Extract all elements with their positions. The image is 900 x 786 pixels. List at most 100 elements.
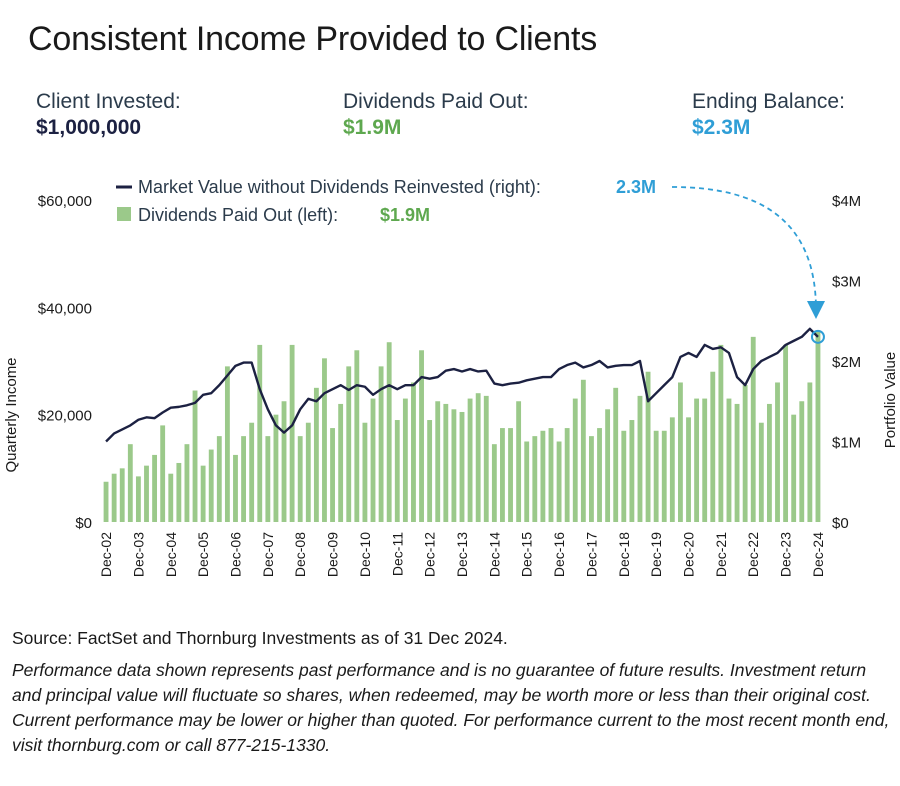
dividend-bar [451,409,457,522]
dividend-bar [378,366,384,522]
dividend-bar [556,441,562,522]
dividend-bar [629,420,635,522]
x-tick-label: Dec-14 [486,532,502,577]
left-tick-label: $20,000 [38,408,92,425]
dividend-bar [799,401,805,522]
right-tick-label: $1M [832,435,861,452]
dividend-bar [589,436,594,522]
x-tick-label: Dec-09 [325,532,341,577]
dividend-bar [144,465,149,522]
dividend-bar [710,371,716,522]
x-tick-label: Dec-05 [195,532,211,577]
legend: Market Value without Dividends Reinveste… [116,177,656,225]
ending-balance-marker [810,329,825,344]
x-tick-label: Dec-08 [292,532,308,577]
dividend-bar [265,436,271,522]
dividend-bar [548,428,554,522]
dividend-bar [119,468,125,522]
stat-value: $1.9M [343,116,402,139]
legend-bar-value: $1.9M [380,205,430,225]
right-tick-label: $3M [832,274,861,291]
dividend-bar [750,336,756,522]
dividend-bar [313,387,319,522]
x-tick-label: Dec-17 [583,532,599,577]
dividend-bar [435,401,441,522]
line-series [105,327,819,443]
dividend-bar [621,430,627,522]
dividend-bar [678,382,683,522]
x-tick-label: Dec-20 [681,532,697,577]
dividend-bar [718,344,724,522]
dividend-bar [815,331,821,522]
dividend-bar [483,395,489,522]
dividend-bar [135,476,141,522]
dividend-bar [758,422,764,522]
stat-value: $2.3M [692,116,751,139]
dividend-bar [338,403,344,522]
dividend-bar [394,420,400,522]
dividend-bar [508,428,513,522]
income-chart: $0 $20,000 $40,000 $60,000 $0 $1M $2M $3M $4M D… [3,177,899,577]
right-axis-title: Portfolio Value [882,352,899,448]
dividend-bar [386,342,392,522]
dividend-bar [702,398,708,522]
dividend-bar [297,436,303,522]
x-tick-label: Dec-15 [519,532,535,577]
dividend-bar [491,444,497,522]
x-tick-label: Dec-23 [778,532,794,577]
legend-bar-swatch [117,207,131,221]
x-tick-label: Dec-16 [551,532,567,577]
right-tick-label: $0 [832,515,849,532]
dividend-bar [516,401,522,522]
dividend-bar [160,425,166,522]
performance-disclaimer: Performance data shown represents past p… [12,660,890,755]
x-axis: Dec-02 Dec-03 Dec-04 Dec-05 Dec-06 Dec-07 Dec-… [98,532,826,577]
market-value-line [105,327,819,443]
right-axis: $0 $1M $2M $3M $4M [832,193,861,532]
dividend-bar [241,436,246,522]
dividend-bar [208,449,214,522]
right-tick-label: $2M [832,354,861,371]
dividend-bar [645,371,651,522]
dividend-bar [572,398,578,522]
legend-bar-label: Dividends Paid Out (left): [138,205,338,225]
right-tick-label: $4M [832,193,861,210]
annotation-arrow [671,186,825,319]
x-tick-label: Dec-19 [648,532,664,577]
dividend-bar [322,358,327,522]
dividend-bar [419,350,424,522]
x-tick-label: Dec-04 [163,532,179,577]
x-tick-label: Dec-12 [422,532,438,577]
dividend-bar [766,403,772,522]
dividend-bar [475,393,481,522]
dividend-bar [540,430,546,522]
x-tick-label: Dec-11 [389,532,405,576]
dividend-bar [411,382,416,522]
left-axis: $0 $20,000 $40,000 $60,000 [38,193,92,532]
dividend-bar [354,350,360,522]
dividend-bar [669,417,675,522]
left-tick-label: $60,000 [38,193,92,210]
x-tick-label: Dec-13 [454,532,470,577]
dividend-bar [281,401,287,522]
dividend-bar [330,428,335,522]
dividend-bar [289,344,295,522]
dividend-bar [467,398,473,522]
dividend-bar [184,444,190,522]
left-tick-label: $40,000 [38,300,92,317]
dividend-bar [564,428,570,522]
dividend-bar [273,414,279,522]
dividend-bar [176,462,182,522]
dividend-bar [346,366,352,522]
dividend-bar [637,395,643,522]
page-title: Consistent Income Provided to Clients [28,20,597,58]
x-tick-label: Dec-24 [810,532,826,577]
stat-label: Dividends Paid Out: [343,90,529,113]
dividend-bar [524,441,530,522]
dividend-bar [653,430,659,522]
dividend-bar [459,411,465,522]
stat-label: Client Invested: [36,90,181,113]
dividend-bar [661,430,667,522]
stat-label: Ending Balance: [692,90,845,113]
x-tick-label: Dec-06 [227,532,243,577]
